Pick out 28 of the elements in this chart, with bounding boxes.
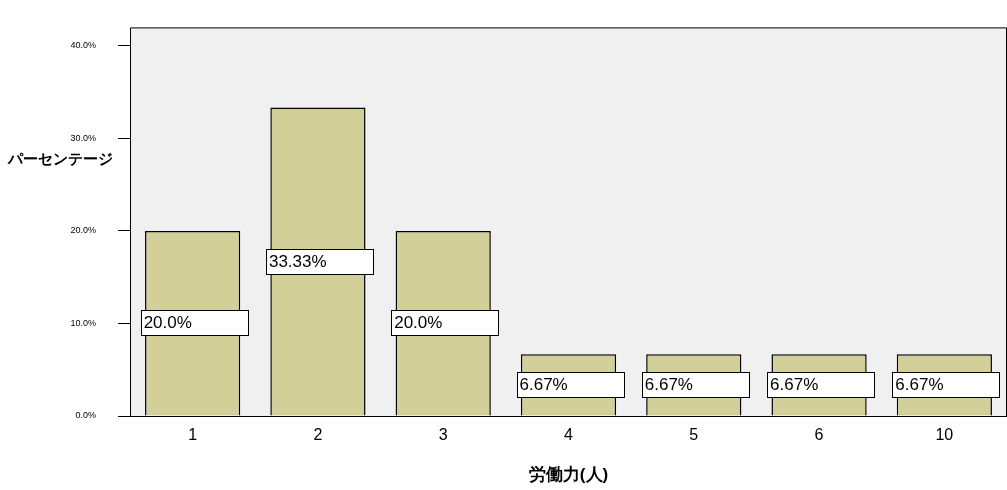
data-label: 33.33% <box>268 251 327 271</box>
label-box: 6.67% <box>767 372 876 399</box>
x-tick-label: 4 <box>564 426 574 444</box>
y-tick-label: 10.0% <box>70 317 96 328</box>
label-box: 6.67% <box>516 372 625 399</box>
y-tick-label: 0.0% <box>75 410 96 421</box>
data-label: 6.67% <box>644 375 693 395</box>
x-tick-label: 5 <box>689 426 699 444</box>
y-tick-label: 20.0% <box>70 225 96 236</box>
label-box: 6.67% <box>641 372 750 399</box>
data-label: 6.67% <box>519 375 568 395</box>
y-tick-label: 30.0% <box>70 132 96 143</box>
y-axis-title: パーセンテージ <box>7 149 113 167</box>
data-label: 6.67% <box>770 375 819 395</box>
data-label: 6.67% <box>895 375 944 395</box>
label-box: 6.67% <box>892 372 1001 399</box>
label-box: 33.33% <box>265 248 374 275</box>
label-box: 20.0% <box>391 310 500 337</box>
x-tick-label: 1 <box>188 426 198 444</box>
label-box: 20.0% <box>140 310 249 337</box>
x-tick-label: 2 <box>313 426 323 444</box>
x-axis-title: 労働力(人) <box>528 465 609 485</box>
x-tick-label: 3 <box>438 426 448 444</box>
x-tick-label: 6 <box>814 426 824 444</box>
x-tick-label: 10 <box>935 426 954 444</box>
data-label: 20.0% <box>394 313 443 333</box>
y-tick-label: 40.0% <box>70 40 96 51</box>
data-label: 20.0% <box>143 313 192 333</box>
